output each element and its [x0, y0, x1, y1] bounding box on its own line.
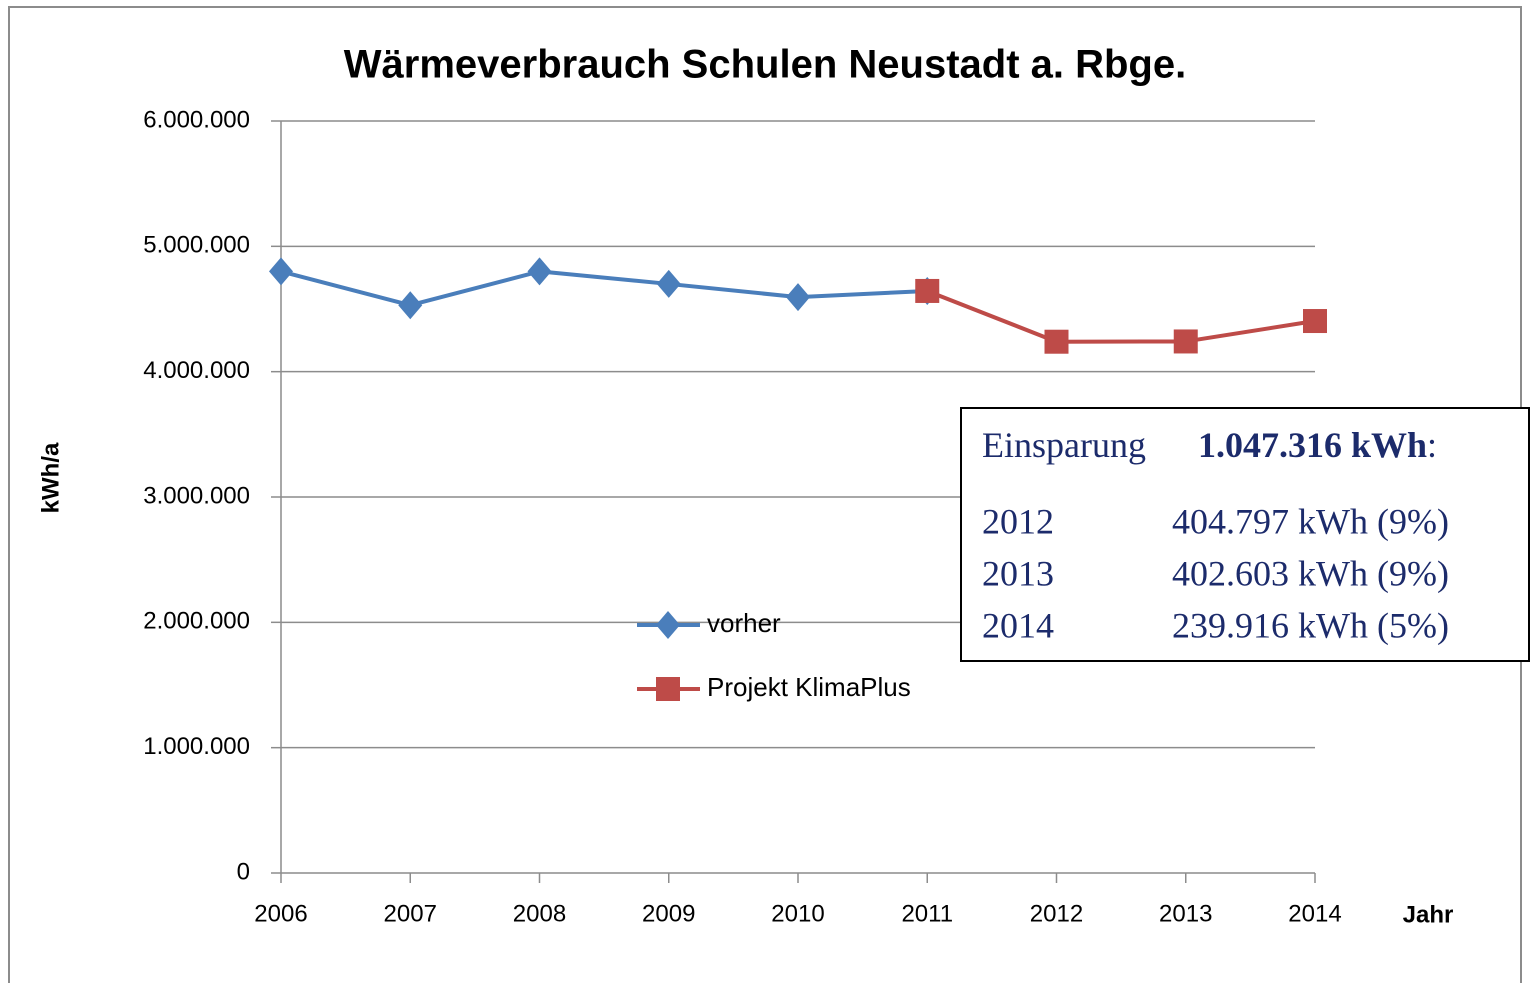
x-tick-label: 2009 — [642, 900, 695, 927]
y-tick-label: 6.000.000 — [143, 106, 250, 133]
series-line — [280, 269, 928, 308]
y-tick-label: 2.000.000 — [143, 608, 250, 635]
annotation-saving: 404.797 kWh (9%) — [1172, 501, 1449, 541]
legend-marker — [656, 611, 680, 639]
x-tick-label: 2007 — [384, 900, 437, 927]
y-axis-label: kWh/a — [37, 442, 64, 513]
y-tick-label: 4.000.000 — [143, 357, 250, 384]
x-tick-label: 2008 — [513, 900, 566, 927]
marker — [269, 257, 293, 286]
legend-label: Projekt KlimaPlus — [707, 672, 911, 702]
x-tick-label: 2014 — [1288, 900, 1341, 927]
marker — [527, 257, 552, 286]
annotation-frame — [960, 407, 1530, 662]
y-tick-label: 0 — [237, 858, 250, 885]
x-axis-label: Jahr — [1403, 901, 1454, 928]
annotation-year: 2012 — [982, 501, 1054, 541]
marker — [786, 283, 810, 312]
chart-title: Wärmeverbrauch Schulen Neustadt a. Rbge. — [344, 43, 1186, 87]
series-line — [926, 289, 1316, 344]
marker — [1044, 329, 1069, 354]
annotation-saving: 239.916 kWh (5%) — [1172, 605, 1449, 645]
y-tick-label: 1.000.000 — [143, 733, 250, 760]
y-tick-label: 5.000.000 — [143, 232, 250, 259]
annotation-year: 2014 — [982, 605, 1054, 645]
legend-marker — [656, 677, 680, 701]
annotation-saving: 402.603 kWh (9%) — [1172, 553, 1449, 593]
x-tick-label: 2006 — [254, 900, 307, 927]
marker — [656, 269, 681, 298]
x-tick-label: 2010 — [771, 900, 824, 927]
marker — [1303, 309, 1327, 334]
annotation-rows: 2012 404.797 kWh (9%) 2013 402.603 kWh (9%)… — [982, 501, 1449, 645]
legend: vorher Projekt KlimaPlus — [637, 608, 911, 702]
annotation-year: 2013 — [982, 553, 1054, 593]
annotation-colon: : — [1427, 425, 1437, 465]
annotation-heading-text: Einsparung — [982, 425, 1146, 465]
marker — [915, 278, 940, 303]
x-tick-label: 2012 — [1030, 900, 1083, 927]
y-tick-label: 3.000.000 — [143, 482, 250, 509]
annotation-total: 1.047.316 kWh — [1198, 425, 1427, 465]
annotation-heading: Einsparung 1.047.316 kWh: — [982, 425, 1437, 465]
legend-label: vorher — [707, 608, 781, 638]
x-tick-label: 2011 — [901, 900, 953, 927]
x-tick-label: 2013 — [1159, 900, 1212, 927]
annotation-box: Einsparung 1.047.316 kWh: 2012 404.797 kWh… — [960, 407, 1530, 662]
marker — [398, 291, 423, 320]
marker — [1173, 329, 1198, 354]
